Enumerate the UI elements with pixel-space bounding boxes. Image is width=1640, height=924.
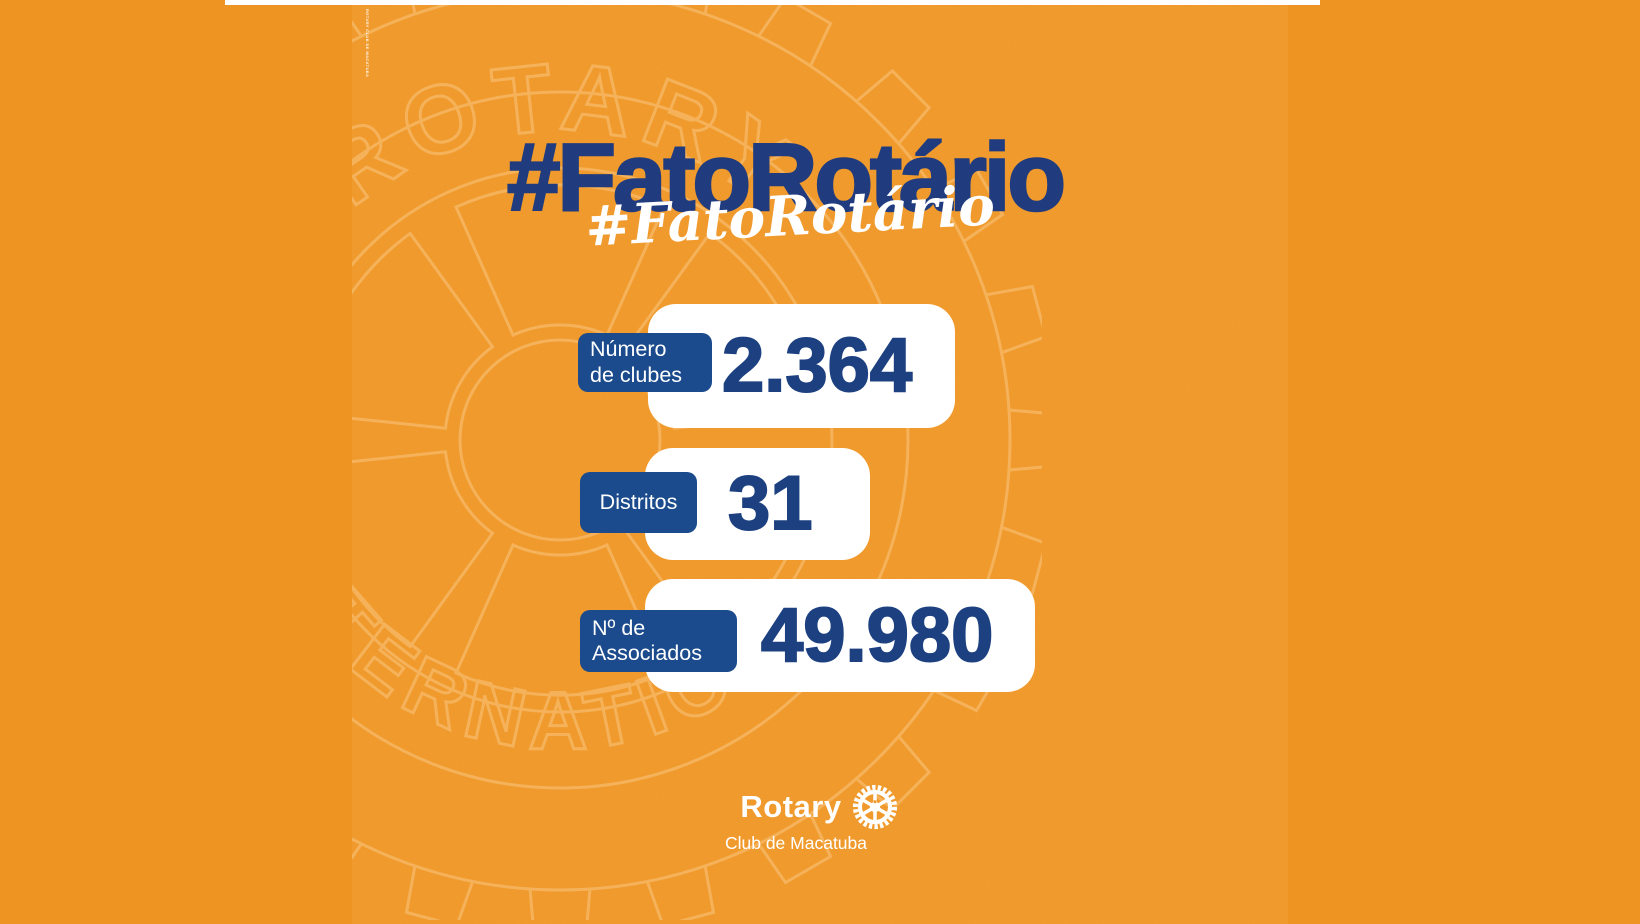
footer-brand: Rotary — [740, 789, 842, 824]
top-white-strip — [225, 0, 1320, 5]
stat-label-line: Número — [590, 337, 667, 362]
stat-badge-clubs: Número de clubes — [578, 333, 712, 392]
rotary-wheel-icon — [852, 784, 897, 830]
stat-card-members: Nº de Associados 49.980 — [580, 579, 1035, 692]
vertical-credit: ROTARY CLUB DE MACATUBA — [365, 9, 370, 78]
stat-label-line: de clubes — [590, 362, 683, 387]
stat-value-members: 49.980 — [760, 592, 994, 678]
footer-lockup: Rotary Club de Macatuba — [700, 782, 940, 854]
footer-club-name: Club de Macatuba — [724, 833, 868, 853]
stat-label-line: Distritos — [599, 489, 678, 514]
stat-card-clubs: Número de clubes 2.364 — [578, 304, 955, 428]
stat-badge-districts: Distritos — [580, 472, 697, 533]
stat-badge-members: Nº de Associados — [580, 610, 737, 672]
stat-value-districts: 31 — [727, 461, 814, 546]
stat-value-clubs: 2.364 — [721, 323, 913, 408]
stat-label-line: Associados — [592, 641, 702, 665]
stat-label-line: Nº de — [592, 615, 646, 640]
stat-card-districts: Distritos 31 — [580, 448, 870, 560]
